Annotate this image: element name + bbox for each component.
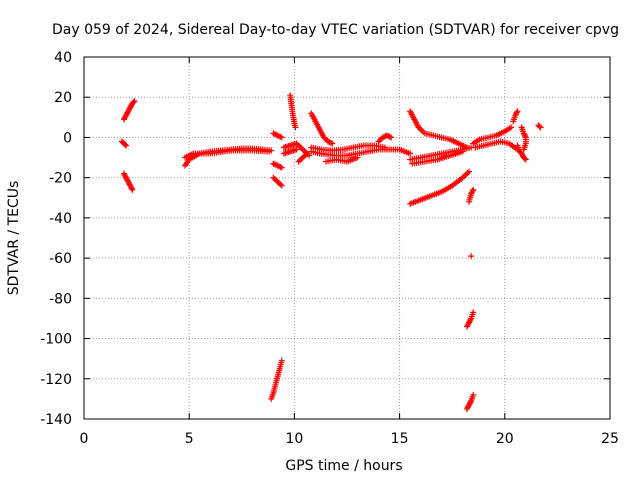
- data-point: [130, 99, 137, 106]
- x-tick-label: 10: [285, 431, 303, 447]
- data-point: [536, 123, 543, 130]
- data-point: [467, 316, 474, 323]
- data-point: [469, 188, 476, 195]
- data-point: [304, 150, 311, 157]
- data-point: [123, 142, 130, 149]
- data-point: [470, 309, 477, 316]
- y-tick-label: -40: [49, 211, 72, 227]
- x-tick-label: 20: [496, 431, 514, 447]
- y-tick-label: -140: [40, 412, 72, 428]
- data-point: [329, 140, 336, 147]
- data-point: [278, 182, 285, 189]
- grid-lines: [84, 57, 610, 419]
- data-point: [278, 357, 285, 364]
- data-point: [522, 133, 529, 140]
- data-point: [520, 146, 527, 153]
- y-tick-label: -80: [49, 291, 72, 307]
- data-point: [381, 144, 388, 151]
- data-point: [513, 109, 520, 116]
- chart-title: Day 059 of 2024, Sidereal Day-to-day VTE…: [52, 22, 619, 38]
- data-point: [514, 108, 521, 115]
- x-tick-label: 0: [80, 431, 89, 447]
- data-point: [470, 391, 477, 398]
- y-tick-label: 20: [54, 90, 72, 106]
- data-point: [386, 133, 393, 140]
- data-point: [466, 168, 473, 175]
- data-point: [293, 146, 300, 153]
- y-tick-label: 40: [54, 50, 72, 66]
- data-point: [131, 98, 138, 105]
- data-point: [388, 134, 395, 141]
- x-tick-label: 15: [391, 431, 409, 447]
- data-point: [354, 154, 361, 161]
- data-point: [522, 156, 529, 163]
- data-point: [278, 134, 285, 141]
- x-tick-label: 5: [185, 431, 194, 447]
- data-point: [292, 124, 299, 131]
- data-point: [470, 186, 477, 193]
- y-axis-ticks: 40 20 0 -20 -40 -60 -80 -100 -120 -140: [40, 50, 610, 428]
- data-point: [128, 185, 135, 192]
- data-point: [467, 399, 474, 406]
- data-point: [122, 141, 129, 148]
- y-tick-label: 0: [63, 130, 72, 146]
- data-point: [521, 155, 528, 162]
- data-point: [407, 150, 414, 157]
- x-axis-label: GPS time / hours: [285, 458, 402, 474]
- y-tick-label: -20: [49, 171, 72, 187]
- x-tick-label: 25: [601, 431, 619, 447]
- data-point: [266, 148, 273, 155]
- plot-frame: [83, 56, 611, 420]
- data-point: [468, 253, 475, 260]
- data-point: [129, 186, 136, 193]
- x-axis-ticks: 0 5 10 15 20 25: [80, 57, 619, 447]
- data-point: [278, 164, 285, 171]
- y-axis-label: SDTVAR / TECUs: [6, 181, 22, 296]
- data-points: [118, 92, 544, 412]
- data-point: [459, 148, 466, 155]
- y-tick-label: -60: [49, 251, 72, 267]
- data-point: [385, 133, 392, 140]
- y-tick-label: -120: [40, 372, 72, 388]
- data-point: [508, 124, 515, 131]
- data-point: [537, 124, 544, 131]
- y-tick-label: -100: [40, 332, 72, 348]
